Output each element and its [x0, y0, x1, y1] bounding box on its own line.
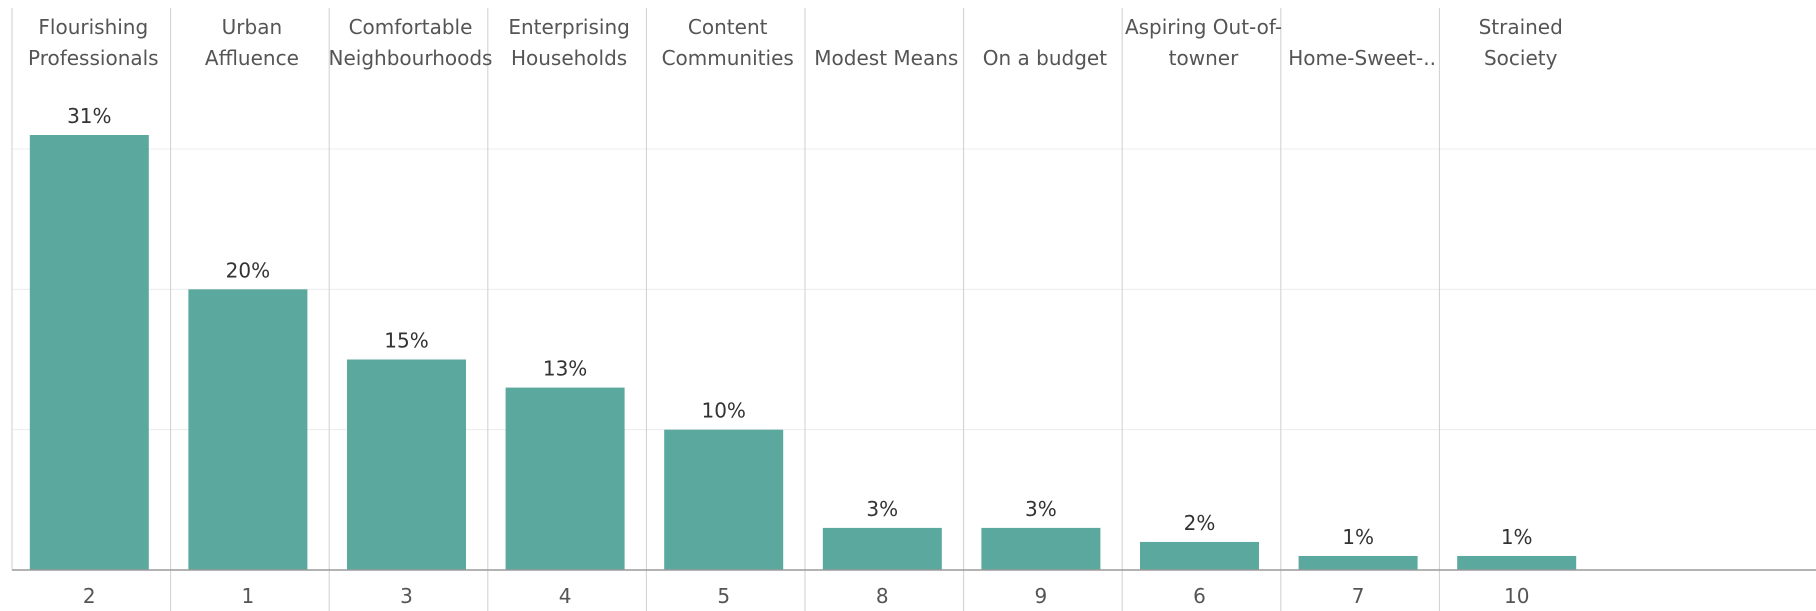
data-label: 20% [226, 258, 270, 282]
column-header: Aspiring Out-of- [1125, 15, 1282, 39]
column-headers: Flourishing Professionals Urban Affluence Co… [28, 15, 1563, 70]
column-header: Communities [662, 46, 794, 70]
bars [29, 135, 1577, 570]
column-header: Society [1484, 46, 1558, 70]
x-tick-label: 6 [1193, 584, 1206, 608]
column-header: On a budget [983, 46, 1107, 70]
bar[interactable] [505, 387, 625, 570]
data-label: 3% [866, 497, 898, 521]
column-dividers [11, 8, 1440, 611]
data-label: 10% [701, 399, 745, 423]
column-header: Modest Means [814, 46, 958, 70]
bar[interactable] [29, 135, 149, 570]
column-header: Strained [1479, 15, 1563, 39]
x-tick-label: 5 [717, 584, 730, 608]
x-axis-tick-labels: 2 1 3 4 5 8 9 6 7 10 [83, 584, 1529, 608]
column-header: Neighbourhoods [329, 46, 493, 70]
data-label: 1% [1501, 525, 1533, 549]
bar[interactable] [347, 359, 466, 570]
data-label: 31% [67, 104, 111, 128]
bar[interactable] [1140, 541, 1259, 570]
gridlines [12, 148, 1816, 431]
x-tick-label: 3 [400, 584, 413, 608]
column-header: Urban [222, 15, 283, 39]
data-label: 15% [384, 329, 428, 353]
data-label: 2% [1184, 511, 1216, 535]
column-header: towner [1169, 46, 1239, 70]
x-tick-label: 1 [242, 584, 255, 608]
x-tick-label: 2 [83, 584, 96, 608]
column-header: Affluence [205, 46, 299, 70]
column-header: Households [511, 46, 627, 70]
x-tick-label: 8 [876, 584, 889, 608]
bar[interactable] [188, 289, 308, 570]
data-labels: 31% 20% 15% 13% 10% 3% 3% 2% 1% 1% [67, 104, 1532, 549]
bar[interactable] [1298, 555, 1418, 570]
data-label: 3% [1025, 497, 1057, 521]
data-label: 13% [543, 357, 587, 381]
bar[interactable] [822, 527, 942, 570]
column-header: Professionals [28, 46, 159, 70]
column-header: Content [688, 15, 768, 39]
column-header: Flourishing [38, 15, 148, 39]
bar[interactable] [664, 429, 784, 570]
data-label: 1% [1342, 525, 1374, 549]
column-header: Home-Sweet-.. [1288, 46, 1436, 70]
x-tick-label: 10 [1504, 584, 1529, 608]
x-tick-label: 9 [1035, 584, 1048, 608]
column-header: Comfortable [349, 15, 473, 39]
bar[interactable] [1457, 555, 1577, 570]
x-tick-label: 4 [559, 584, 572, 608]
x-tick-label: 7 [1352, 584, 1365, 608]
column-header: Enterprising [508, 15, 630, 39]
bar[interactable] [981, 527, 1101, 570]
